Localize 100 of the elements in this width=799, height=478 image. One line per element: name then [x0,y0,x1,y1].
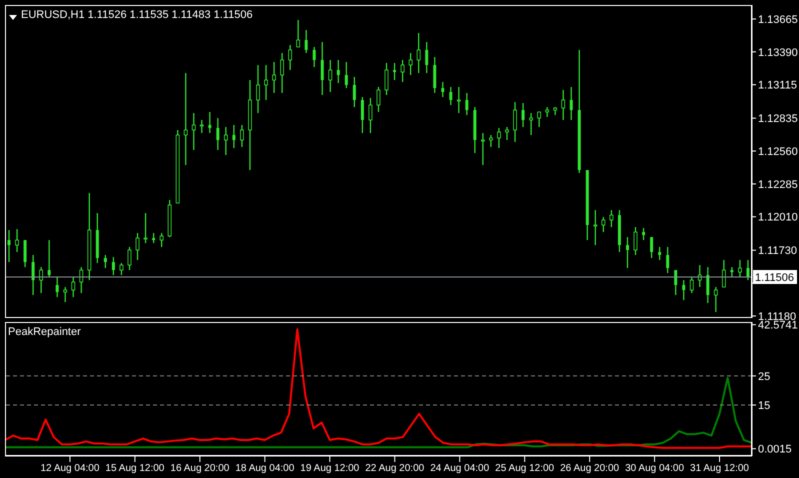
candlestick [296,19,300,48]
candlestick [561,89,566,121]
candlestick [376,86,380,113]
candlestick [408,52,413,76]
y-tick-label: 25 [758,370,770,383]
candlestick [160,232,164,248]
candlestick [216,117,220,151]
y-tick-label: 1.11730 [758,245,797,258]
candlestick [256,64,260,114]
candlestick [304,29,308,54]
candlestick [481,132,485,166]
candlestick [368,97,372,134]
candlestick [513,101,517,143]
x-tick-label: 25 Aug 12:00 [495,463,555,474]
x-tick-label: 31 Aug 12:00 [690,463,750,474]
candlestick [674,269,678,296]
x-tick-label: 26 Aug 20:00 [560,463,620,474]
candlestick [184,72,188,166]
x-tick-label: 12 Aug 04:00 [40,463,100,474]
candlestick [240,124,244,148]
line-series [4,376,753,448]
candlestick [489,134,493,148]
candlestick [593,209,598,246]
candlestick [8,229,10,263]
candlestick [433,56,436,94]
candlestick [71,276,76,298]
candlestick [465,92,468,116]
candlestick [144,212,148,244]
candlestick [272,61,276,94]
candlestick [441,81,444,98]
candlestick [63,286,68,303]
candlestick [746,259,750,281]
candlestick [456,86,461,114]
x-tick-label: 22 Aug 20:00 [365,463,425,474]
candlestick [104,254,107,269]
candlestick [232,124,236,149]
candlestick [642,227,646,241]
candlestick [352,76,356,108]
candlestick [224,126,228,156]
candlestick [570,86,573,121]
candlestick [48,239,51,278]
y-tick-label: 0.0015 [758,444,792,456]
candlestick [682,280,686,301]
x-tick-label: 24 Aug 04:00 [430,463,490,474]
candlestick [545,106,550,118]
candlestick [320,41,324,96]
candlestick [360,96,364,134]
candlestick [634,226,638,256]
candlestick [738,259,742,278]
y-tick-label: 1.13390 [758,46,798,59]
candlestick [706,266,710,304]
y-tick-label: 1.12560 [758,146,798,158]
candlestick [288,44,292,71]
candlestick [393,62,396,81]
x-tick-label: 16 Aug 20:00 [170,463,230,474]
candlestick [610,209,614,228]
y-tick-label: 1.12285 [758,178,798,191]
candlestick [730,266,734,278]
candlestick [497,127,501,149]
candlestick [280,52,284,94]
candlestick [416,32,421,74]
candlestick [658,246,662,261]
annotation: EURUSD,H1 1.11526 1.11535 1.11483 1.11506 [21,9,253,21]
candlestick [336,59,340,84]
y-tick-label: 42.5741 [758,320,798,332]
candlestick [200,119,204,134]
candlestick [15,228,19,253]
annotation: PeakRepainter [8,326,81,338]
candlestick [39,266,44,294]
y-tick-label: 1.12835 [758,113,798,126]
candlestick [690,276,694,294]
x-tick-label: 19 Aug 12:00 [300,463,360,474]
candlestick [601,216,606,233]
candlestick [328,59,332,93]
x-tick-label: 30 Aug 04:00 [625,463,684,474]
candlestick [505,126,509,141]
candlestick [112,256,115,276]
x-tick-label: 15 Aug 12:00 [105,463,165,474]
candlestick [722,259,726,288]
x-tick-label: 18 Aug 04:00 [235,463,295,474]
candlestick [120,262,124,276]
candlestick [449,86,452,106]
candlestick [384,62,388,96]
candlestick [32,254,35,296]
candlestick [666,246,670,274]
candlestick [537,111,542,128]
y-tick-label: 15 [758,400,770,412]
candlestick [152,232,156,244]
y-tick-label: 1.12010 [758,212,798,224]
candlestick [714,286,718,313]
y-tick-label: 1.13665 [758,14,798,26]
candlestick [208,111,212,134]
candlestick [56,276,59,298]
candlestick [264,64,268,101]
candlestick [522,102,525,128]
candlestick [626,236,629,269]
candlestick [136,232,140,261]
candlestick [192,112,196,151]
ref-line-label: 1.11506 [755,272,794,284]
candlestick [128,246,132,271]
